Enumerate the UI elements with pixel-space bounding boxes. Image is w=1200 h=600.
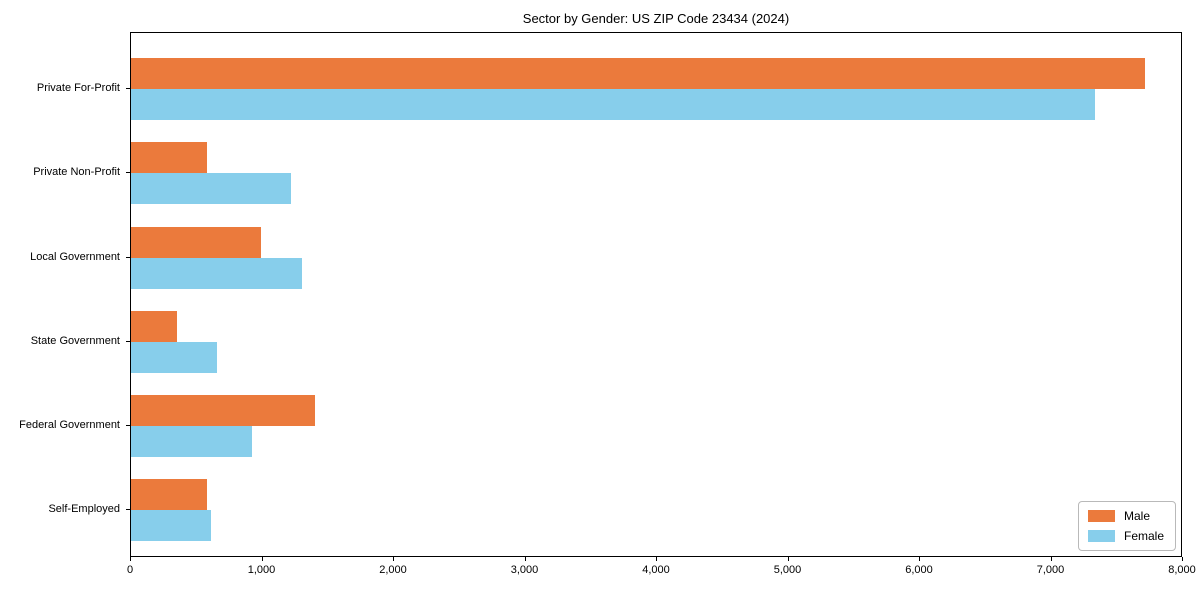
legend-swatch-male	[1087, 510, 1115, 522]
x-tick-label-4000: 4,000	[642, 564, 670, 576]
bar-private-non-profit-female	[131, 173, 292, 205]
y-tick-label-self-employed: Self-Employed	[48, 503, 120, 516]
x-tick-mark	[656, 557, 657, 561]
chart-title: Sector by Gender: US ZIP Code 23434 (202…	[522, 11, 790, 26]
x-tick-mark	[787, 557, 789, 561]
y-tick-mark	[126, 88, 130, 89]
x-tick-label-0: 0	[126, 564, 134, 576]
x-tick-mark	[130, 557, 131, 561]
plot-area: Male Female	[130, 32, 1182, 557]
x-tick-label-3000: 3,000	[510, 564, 539, 576]
legend-row-female: Female	[1087, 529, 1164, 543]
x-tick-label-8000: 8,000	[1168, 564, 1196, 576]
legend-row-male: Male	[1087, 509, 1164, 523]
bar-federal-government-male	[131, 395, 316, 426]
y-tick-label-local-government: Local Government	[30, 250, 120, 263]
x-tick-label-5000: 5,000	[773, 564, 802, 576]
x-tick-label-2000: 2,000	[379, 564, 407, 576]
y-tick-mark	[126, 340, 130, 342]
legend-label-male: Male	[1123, 509, 1150, 523]
y-tick-label-private-non-profit: Private Non-Profit	[33, 166, 120, 179]
x-tick-label-1000: 1,000	[247, 564, 276, 576]
bar-federal-government-female	[131, 426, 252, 457]
x-tick-mark	[261, 557, 263, 561]
y-tick-label-private-for-profit: Private For-Profit	[36, 82, 120, 94]
y-tick-label-federal-government: Federal Government	[19, 419, 120, 431]
y-tick-label-state-government: State Government	[30, 334, 120, 347]
y-tick-mark	[126, 256, 130, 258]
x-tick-mark	[919, 557, 920, 561]
x-tick-mark	[1050, 557, 1052, 561]
bar-state-government-male	[131, 310, 177, 342]
legend: Male Female	[1077, 501, 1176, 551]
bar-private-non-profit-male	[131, 142, 208, 174]
bar-self-employed-male	[131, 479, 207, 511]
x-tick-mark	[524, 557, 526, 561]
y-tick-mark	[126, 172, 130, 174]
legend-label-female: Female	[1123, 529, 1164, 543]
x-tick-mark	[393, 557, 394, 561]
bar-private-for-profit-male	[131, 58, 1145, 89]
bar-self-employed-female	[131, 510, 211, 542]
bar-private-for-profit-female	[131, 89, 1095, 120]
y-tick-mark	[126, 425, 130, 426]
x-tick-label-6000: 6,000	[905, 564, 933, 576]
bar-state-government-female	[131, 341, 218, 373]
x-tick-label-7000: 7,000	[1036, 564, 1065, 576]
bar-local-government-female	[131, 257, 302, 289]
legend-swatch-female	[1087, 530, 1115, 542]
x-tick-mark	[1182, 557, 1183, 561]
bar-local-government-male	[131, 226, 262, 258]
y-tick-mark	[126, 509, 130, 511]
